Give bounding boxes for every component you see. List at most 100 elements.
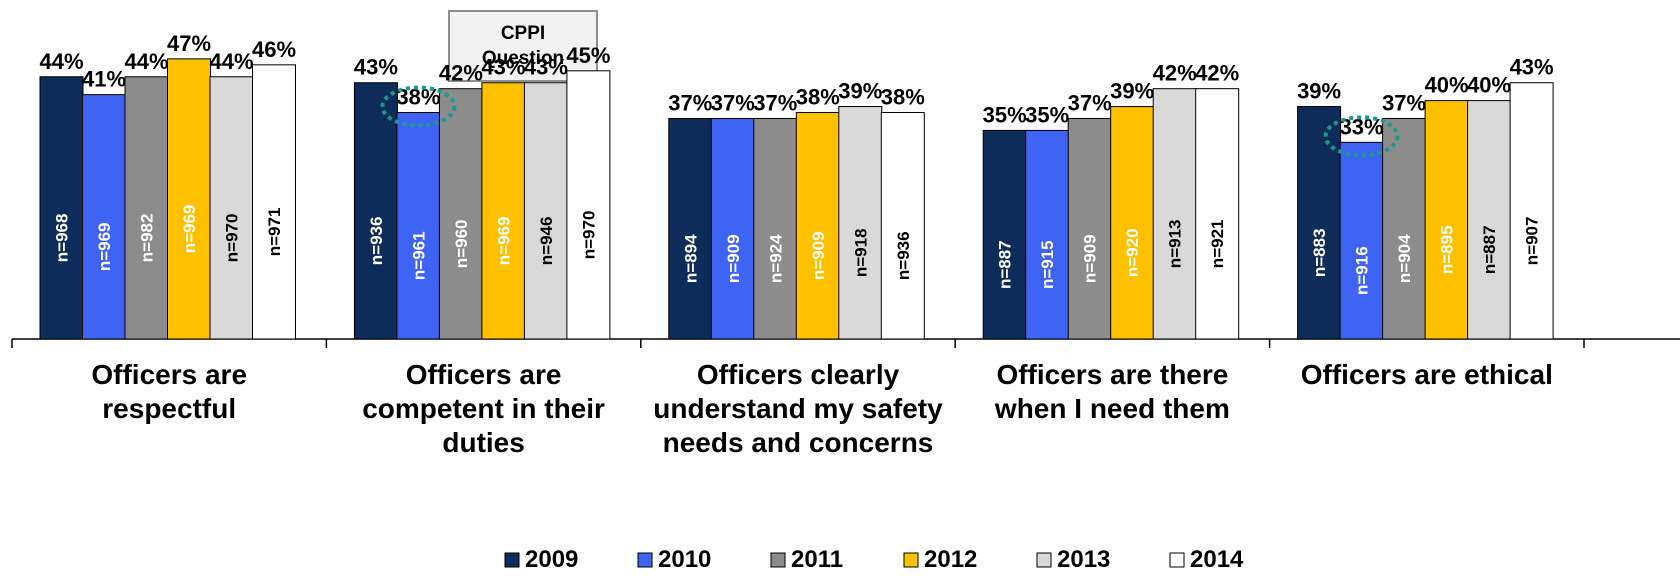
category-label-line: duties [442, 427, 524, 458]
value-label: 39% [1110, 79, 1154, 104]
value-label: 43% [1510, 55, 1554, 80]
bar-2014-cat1 [252, 64, 296, 340]
n-label: n=920 [1123, 228, 1142, 277]
n-label: n=915 [1038, 240, 1057, 289]
value-label: 35% [1025, 102, 1069, 127]
bar-2012-cat1 [167, 58, 211, 340]
n-label: n=883 [1310, 228, 1329, 277]
bar-2011-cat1 [124, 76, 169, 340]
bar-2014-cat2 [566, 70, 611, 340]
value-label: 42% [1153, 61, 1197, 86]
value-label: 40% [1467, 73, 1511, 98]
n-label: n=960 [452, 219, 471, 268]
category-label-line: when I need them [994, 393, 1230, 424]
value-label: 35% [983, 102, 1027, 127]
legend-swatch-2014 [1169, 552, 1185, 568]
n-label: n=921 [1208, 219, 1227, 268]
category-label-line: understand my safety [653, 393, 943, 424]
n-label: n=907 [1523, 217, 1542, 266]
value-label: 42% [439, 61, 483, 86]
category-label-line: Officers are [406, 359, 562, 390]
bar-2011-cat2 [438, 88, 483, 340]
value-label: 37% [1068, 90, 1112, 115]
bar-2010-cat2 [396, 112, 441, 340]
legend-swatch-2011 [770, 552, 786, 568]
n-label: n=895 [1438, 225, 1457, 274]
value-label: 46% [252, 37, 296, 62]
bar-2009-cat4 [982, 129, 1027, 340]
value-label: 44% [209, 49, 253, 74]
bar-2013-cat3 [838, 106, 883, 340]
highlight-circle [1323, 115, 1400, 158]
legend-swatch-2009 [504, 552, 520, 568]
n-label: n=968 [53, 214, 72, 263]
value-label: 44% [124, 49, 168, 74]
value-label: 43% [524, 55, 568, 80]
category-label-line: Officers are there [996, 359, 1228, 390]
bar-2010-cat4 [1025, 129, 1070, 340]
bar-2013-cat4 [1152, 88, 1197, 340]
bar-2013-cat2 [523, 82, 568, 340]
legend-label-2013: 2013 [1057, 546, 1110, 573]
bar-2009-cat2 [353, 82, 398, 340]
highlight-circle [380, 85, 457, 128]
value-label: 38% [796, 85, 840, 110]
value-label: 37% [668, 90, 712, 115]
category-label-line: Officers are [91, 359, 247, 390]
value-label: 47% [167, 31, 211, 56]
category-label: Officers are competent in their duties [362, 359, 605, 458]
value-label: 38% [881, 85, 925, 110]
legend-label-2010: 2010 [658, 546, 711, 573]
bar-2010-cat5 [1339, 141, 1384, 340]
bar-2011-cat5 [1382, 117, 1427, 340]
bar-2012-cat3 [795, 112, 840, 340]
category-label-line: needs and concerns [663, 427, 934, 458]
value-label: 43% [354, 55, 398, 80]
value-label: 37% [711, 90, 755, 115]
bar-2013-cat5 [1467, 100, 1512, 340]
n-label: n=913 [1166, 219, 1185, 268]
bar-2014-cat4 [1195, 88, 1240, 340]
n-label: n=969 [180, 205, 199, 254]
n-label: n=982 [138, 214, 157, 263]
bar-2011-cat4 [1067, 117, 1112, 340]
cppi-question-callout: CPPI Question [448, 10, 598, 82]
legend-label-2009: 2009 [525, 546, 578, 573]
n-label: n=909 [1081, 234, 1100, 283]
n-label: n=946 [537, 217, 556, 266]
legend-label-2012: 2012 [924, 546, 977, 573]
value-label: 42% [1195, 61, 1239, 86]
n-label: n=918 [851, 228, 870, 277]
category-label: Officers are ethical [1301, 359, 1553, 390]
bar-2012-cat5 [1424, 100, 1469, 340]
value-label: 40% [1425, 73, 1469, 98]
bar-2012-cat4 [1110, 106, 1155, 340]
value-label: 39% [838, 79, 882, 104]
bar-2009-cat3 [668, 117, 713, 340]
bar-2009-cat5 [1297, 106, 1342, 340]
value-label: 43% [481, 55, 525, 80]
legend-swatch-2012 [903, 552, 919, 568]
legend-label-2014: 2014 [1190, 546, 1244, 573]
category-label-line: competent in their [362, 393, 605, 424]
bar-2009-cat1 [39, 76, 84, 340]
n-label: n=909 [809, 231, 828, 280]
value-label: 37% [753, 90, 797, 115]
n-label: n=969 [494, 217, 513, 266]
n-label: n=916 [1353, 246, 1372, 295]
category-label: Officers are there when I need them [994, 359, 1230, 424]
n-label: n=970 [579, 211, 598, 260]
value-label: 41% [82, 67, 126, 92]
bar-2011-cat3 [753, 117, 798, 340]
bar-2014-cat3 [880, 112, 925, 340]
legend-swatch-2010 [637, 552, 653, 568]
legend-swatch-2013 [1036, 552, 1052, 568]
n-label: n=894 [681, 234, 700, 283]
legend-label-2011: 2011 [791, 546, 843, 573]
n-label: n=971 [265, 208, 284, 257]
n-label: n=904 [1395, 234, 1414, 283]
value-label: 44% [39, 49, 83, 74]
value-label: 39% [1297, 79, 1341, 104]
